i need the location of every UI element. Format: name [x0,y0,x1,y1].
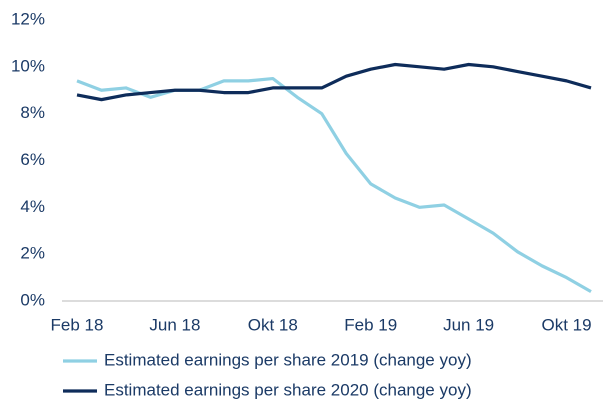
legend-label: Estimated earnings per share 2019 (chang… [104,350,472,369]
x-tick-label: Feb 18 [51,315,104,334]
y-tick-label: 0% [20,290,45,309]
x-tick-label: Okt 18 [248,315,298,334]
x-tick-label: Feb 19 [344,315,397,334]
x-tick-label: Jun 19 [443,315,494,334]
y-tick-label: 12% [11,9,45,28]
y-tick-label: 4% [20,197,45,216]
y-tick-label: 6% [20,150,45,169]
legend-label: Estimated earnings per share 2020 (chang… [104,380,472,399]
y-tick-label: 10% [11,56,45,75]
line-series [76,76,592,294]
x-tick-label: Okt 19 [541,315,591,334]
x-tick-label: Jun 18 [149,315,200,334]
y-tick-label: 2% [20,244,45,263]
y-tick-label: 8% [20,103,45,122]
line-series [76,62,592,102]
